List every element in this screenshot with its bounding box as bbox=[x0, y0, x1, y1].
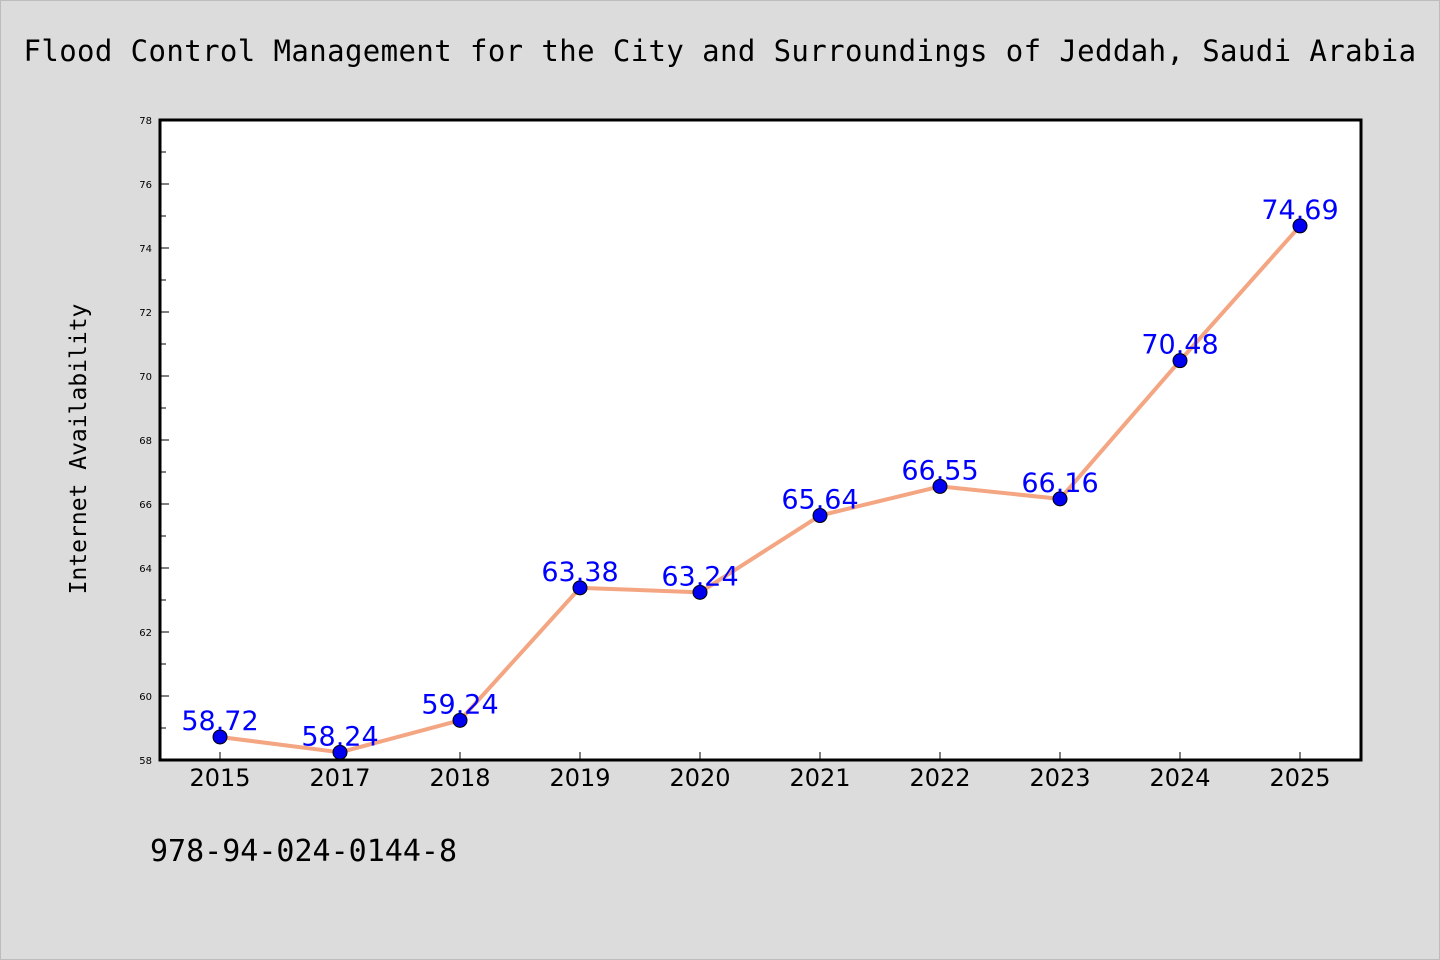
y-tick-label: 62 bbox=[139, 628, 152, 639]
y-tick-label: 70 bbox=[139, 372, 152, 383]
y-tick-label: 76 bbox=[139, 180, 152, 191]
x-tick-label: 2022 bbox=[909, 764, 970, 792]
x-tick-label: 2017 bbox=[309, 764, 370, 792]
y-tick-label: 58 bbox=[139, 756, 152, 767]
y-tick-label: 74 bbox=[139, 244, 152, 255]
y-axis-label: Internet Availability bbox=[66, 304, 92, 595]
data-point bbox=[1172, 353, 1188, 369]
x-tick-label: 2021 bbox=[789, 764, 850, 792]
y-tick-label: 66 bbox=[139, 500, 152, 511]
isbn-footnote: 978-94-024-0144-8 bbox=[150, 834, 458, 869]
y-tick-label: 68 bbox=[139, 436, 152, 447]
x-tick-label: 2020 bbox=[669, 764, 730, 792]
data-label: 63.24 bbox=[661, 561, 738, 592]
y-tick-label: 64 bbox=[139, 564, 152, 575]
y-tick-label: 72 bbox=[139, 308, 152, 319]
x-tick-label: 2024 bbox=[1149, 764, 1210, 792]
data-label: 66.55 bbox=[901, 455, 978, 486]
series-line bbox=[219, 224, 1302, 755]
y-tick-label: 78 bbox=[139, 116, 152, 127]
data-point bbox=[692, 584, 708, 600]
data-point bbox=[572, 580, 588, 596]
plot-area bbox=[160, 120, 1361, 760]
data-point bbox=[212, 729, 228, 745]
x-tick-label: 2025 bbox=[1269, 764, 1330, 792]
data-point bbox=[1292, 218, 1308, 234]
plot-border bbox=[158, 118, 1363, 762]
data-label: 58.24 bbox=[301, 721, 378, 752]
x-tick-label: 2023 bbox=[1029, 764, 1090, 792]
data-point bbox=[812, 508, 828, 524]
data-label: 66.16 bbox=[1021, 468, 1098, 499]
x-axis-ticks: 2015 2017 2018 2019 2020 2021 2022 2023 2024 2025 bbox=[189, 752, 1331, 792]
x-tick-label: 2015 bbox=[189, 764, 250, 792]
data-label: 59.24 bbox=[421, 689, 498, 720]
data-label: 70.48 bbox=[1141, 330, 1218, 361]
data-label: 65.64 bbox=[781, 485, 858, 516]
data-label: 74.69 bbox=[1261, 195, 1338, 226]
y-tick-label: 60 bbox=[139, 692, 152, 703]
x-tick-label: 2018 bbox=[429, 764, 490, 792]
chart-title: Flood Control Management for the City an… bbox=[23, 34, 1417, 68]
data-label: 58.72 bbox=[181, 706, 258, 737]
data-label: 63.38 bbox=[541, 557, 618, 588]
data-point bbox=[452, 712, 468, 728]
data-point bbox=[932, 478, 948, 494]
x-tick-label: 2019 bbox=[549, 764, 610, 792]
data-labels: 58.72 58.24 59.24 63.38 63.24 65.64 66.55 66.16… bbox=[181, 195, 1338, 752]
series-markers bbox=[212, 218, 1308, 760]
data-point bbox=[1052, 491, 1068, 507]
